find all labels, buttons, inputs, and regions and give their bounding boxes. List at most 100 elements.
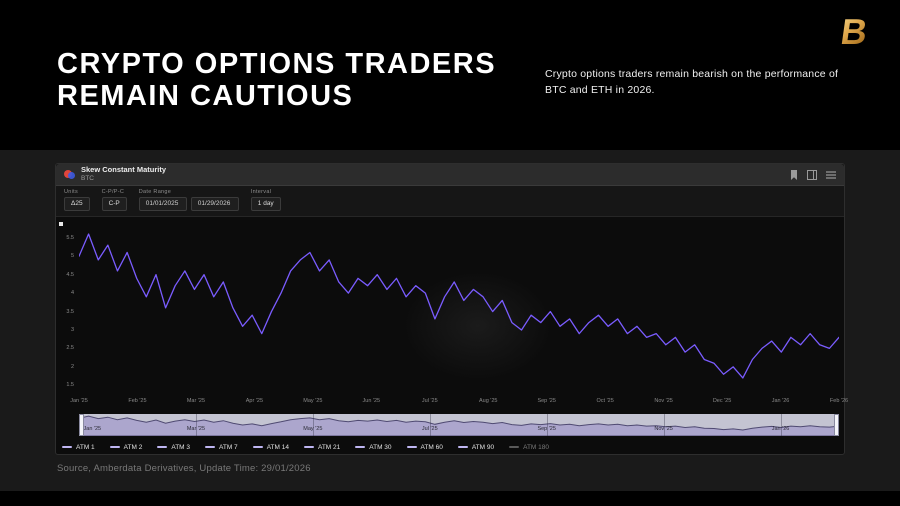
y-tick-label: 3.5 bbox=[66, 308, 74, 315]
legend-item-atm-60[interactable]: ATM 60 bbox=[406, 443, 443, 451]
legend-item-atm-90[interactable]: ATM 90 bbox=[457, 443, 495, 451]
x-tick-label: Feb '26 bbox=[829, 398, 849, 404]
navigator-date-label: Mar '25 bbox=[186, 426, 206, 433]
legend-dash-icon bbox=[457, 446, 468, 448]
legend-dash-icon bbox=[109, 446, 120, 448]
x-tick-label: Oct '25 bbox=[596, 398, 614, 404]
slide-title-line1: CRYPTO OPTIONS TRADERS bbox=[57, 48, 497, 80]
chart-legend: ATM 1 ATM 2 ATM 3 ATM 7 ATM 14 ATM 21 ATM 30 AT… bbox=[62, 441, 840, 453]
widget-header: Skew Constant Maturity BTC bbox=[56, 164, 844, 186]
interval-label: Interval bbox=[250, 189, 272, 195]
cp-select[interactable]: C-P bbox=[101, 197, 127, 211]
widget-asset: BTC bbox=[81, 175, 94, 183]
chart-toolbar: Units Δ25 C-P/P-C C-P Date Range 01/01/2… bbox=[56, 186, 844, 217]
legend-item-atm-7[interactable]: ATM 7 bbox=[205, 444, 238, 451]
legend-item-atm-3[interactable]: ATM 3 bbox=[157, 444, 190, 451]
navigator-date-label: May '25 bbox=[303, 426, 323, 433]
legend-label: ATM 30 bbox=[369, 443, 392, 451]
legend-dash-icon bbox=[157, 446, 168, 448]
legend-dash-icon bbox=[252, 446, 263, 448]
chart-tool-icon[interactable] bbox=[59, 222, 63, 226]
cp-group: C-P/P-C C-P bbox=[101, 189, 127, 211]
x-tick-label: Apr '25 bbox=[245, 398, 264, 404]
chart-plot-region: 5.5 5 4.5 4 3.5 3 2.5 2 1.5 bbox=[56, 217, 844, 397]
x-axis: Jan '25 Feb '25 Mar '25 Apr '25 May '25 Jun '… bbox=[70, 398, 848, 408]
amberdata-logo-glyph: B bbox=[838, 11, 870, 52]
slide-title-line2: REMAIN CAUTIOUS bbox=[57, 80, 354, 113]
units-label: Units bbox=[64, 189, 79, 195]
navigator-right-handle[interactable] bbox=[834, 414, 839, 436]
skew-series-path bbox=[79, 234, 839, 378]
navigator-labels: Jan '25 Mar '25 May '25 Jul '25 Sep '25 Nov '… bbox=[79, 414, 839, 436]
legend-dash-icon bbox=[62, 446, 72, 448]
legend-label: ATM 180 bbox=[523, 443, 549, 451]
legend-item-atm-21[interactable]: ATM 21 bbox=[303, 443, 341, 451]
navigator-left-handle[interactable] bbox=[79, 414, 84, 436]
slide-title: CRYPTO OPTIONS TRADERS REMAIN CAUTIOUS bbox=[57, 48, 496, 113]
legend-dash-icon bbox=[303, 446, 314, 448]
y-tick-label: 4 bbox=[70, 290, 74, 297]
x-tick-label: Aug '25 bbox=[478, 398, 498, 404]
legend-item-atm-14[interactable]: ATM 14 bbox=[252, 443, 289, 451]
x-tick-label: Nov '25 bbox=[654, 398, 673, 404]
legend-label: ATM 60 bbox=[420, 443, 443, 451]
legend-label: ATM 21 bbox=[317, 443, 341, 451]
date-range-group: Date Range 01/01/2025 01/29/2026 bbox=[138, 189, 239, 211]
legend-item-atm-180[interactable]: ATM 180 bbox=[509, 444, 549, 451]
range-navigator[interactable]: Jan '25 Mar '25 May '25 Jul '25 Sep '25 Nov '… bbox=[79, 414, 839, 436]
legend-label: ATM 1 bbox=[76, 443, 95, 451]
bookmark-icon[interactable] bbox=[790, 169, 798, 180]
navigator-date-label: Jan '26 bbox=[771, 426, 790, 433]
x-tick-label: Jan '26 bbox=[771, 398, 790, 404]
navigator-date-label: Sep '25 bbox=[537, 426, 556, 433]
x-tick-label: Jun '25 bbox=[362, 398, 381, 404]
legend-dash-icon bbox=[509, 446, 520, 448]
legend-label: ATM 7 bbox=[219, 443, 238, 451]
legend-item-atm-2[interactable]: ATM 2 bbox=[109, 443, 143, 451]
slide-subtitle: Crypto options traders remain bearish on… bbox=[545, 68, 839, 96]
legend-label: ATM 90 bbox=[471, 443, 495, 451]
widget-title: Skew Constant Maturity bbox=[81, 165, 167, 175]
legend-label: ATM 2 bbox=[123, 443, 143, 451]
legend-item-atm-1[interactable]: ATM 1 bbox=[62, 444, 95, 451]
interval-select[interactable]: 1 day bbox=[250, 197, 281, 211]
interval-group: Interval 1 day bbox=[250, 189, 281, 211]
x-tick-label: Jan '25 bbox=[70, 398, 88, 404]
legend-dash-icon bbox=[205, 446, 216, 448]
date-start-input[interactable]: 01/01/2025 bbox=[138, 197, 187, 211]
date-end-input[interactable]: 01/29/2026 bbox=[190, 197, 239, 211]
y-tick-label: 3 bbox=[70, 326, 74, 333]
x-tick-label: Dec '25 bbox=[712, 398, 732, 404]
content-panel: Skew Constant Maturity BTC Units Δ25 C-P… bbox=[0, 150, 900, 491]
y-tick-label: 5 bbox=[70, 253, 74, 260]
blue-circle-icon bbox=[68, 172, 75, 179]
navigator-gridline bbox=[546, 414, 548, 436]
skew-line-plot[interactable] bbox=[79, 223, 839, 389]
y-tick-label: 2.5 bbox=[66, 345, 74, 352]
x-tick-label: May '25 bbox=[303, 398, 323, 404]
units-group: Units Δ25 bbox=[64, 189, 90, 211]
skew-chart-widget: Skew Constant Maturity BTC Units Δ25 C-P… bbox=[55, 163, 848, 455]
navigator-date-label: Jan '25 bbox=[83, 426, 102, 433]
amberdata-watermark bbox=[402, 271, 553, 381]
units-select[interactable]: Δ25 bbox=[64, 197, 90, 211]
navigator-area-path bbox=[79, 416, 839, 436]
source-line: Source, Amberdata Derivatives, Update Ti… bbox=[57, 463, 311, 474]
y-tick-label: 1.5 bbox=[66, 382, 74, 389]
date-range-label: Date Range bbox=[138, 189, 172, 195]
x-tick-label: Sep '25 bbox=[537, 398, 556, 404]
amberdata-logo: B bbox=[832, 10, 876, 54]
layout-icon[interactable] bbox=[807, 169, 817, 180]
skew-line-chart-svg bbox=[79, 223, 839, 389]
legend-label: ATM 3 bbox=[171, 443, 191, 451]
navigator-date-label: Nov '25 bbox=[654, 426, 673, 433]
menu-icon[interactable] bbox=[826, 170, 836, 179]
navigator-gridline bbox=[780, 414, 782, 436]
y-axis: 5.5 5 4.5 4 3.5 3 2.5 2 1.5 bbox=[56, 223, 76, 389]
legend-label: ATM 14 bbox=[266, 443, 289, 451]
derivatives-product-icon bbox=[64, 169, 75, 180]
x-tick-label: Mar '25 bbox=[186, 398, 206, 404]
cp-label: C-P/P-C bbox=[101, 189, 125, 195]
navigator-gridline bbox=[312, 414, 314, 436]
legend-item-atm-30[interactable]: ATM 30 bbox=[355, 443, 392, 451]
